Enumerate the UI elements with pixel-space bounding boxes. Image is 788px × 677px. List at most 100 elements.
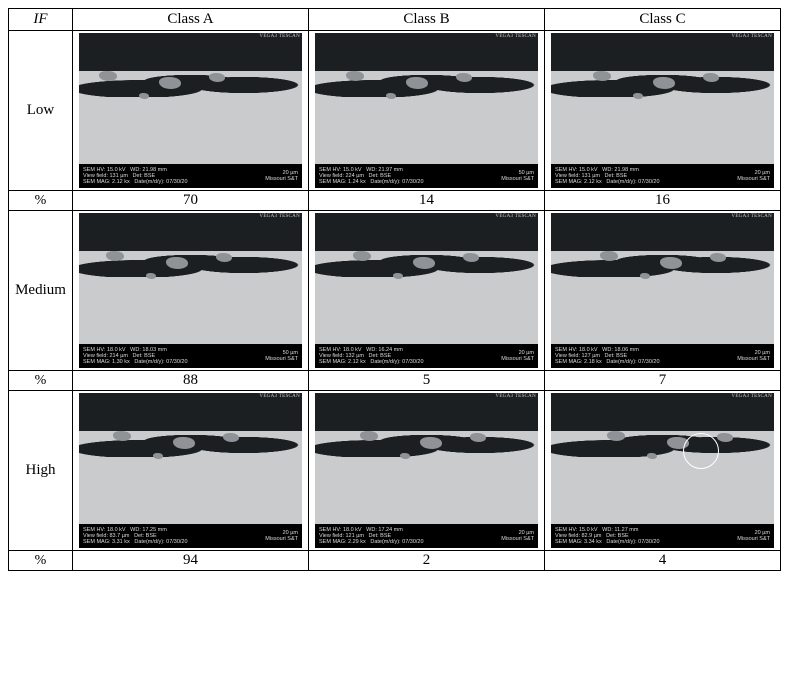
classification-table: IFClass AClass BClass CLowSEM HV: 15.0 k…	[8, 8, 781, 571]
infobar-right: 20 µm Missouri S&T	[265, 530, 298, 542]
annotation-circle-icon	[683, 433, 719, 469]
oxide-blob	[660, 257, 682, 269]
oxide-blob	[360, 431, 378, 441]
sem-wrap: partially removed internalscaleSEM HV: 1…	[309, 31, 544, 190]
pct-val-2-2: 4	[545, 551, 781, 571]
pct-val-1-2: 7	[545, 371, 781, 391]
infobar-right: 20 µm Missouri S&T	[265, 170, 298, 182]
oxide-blob	[146, 273, 156, 279]
img-cell-0-2: adherent residual subsurfaceSEM HV: 15.0…	[545, 31, 781, 191]
header-col-2: Class C	[545, 9, 781, 31]
infobar-left: SEM HV: 18.0 kV WD: 16.24 mm View field:…	[319, 347, 424, 365]
header-if: IF	[9, 9, 73, 31]
row-label-2: High	[9, 391, 73, 551]
oxide-blob	[106, 251, 124, 261]
oxide-blob	[139, 93, 149, 99]
oxide-blob	[470, 433, 486, 442]
oxide-blob	[173, 437, 195, 449]
header-row: IFClass AClass BClass C	[9, 9, 781, 31]
sem-brand: VEGA3 TESCAN	[259, 214, 300, 219]
oxide-blob	[600, 251, 618, 261]
pct-val-1-1: 5	[309, 371, 545, 391]
pct-val-2-0: 94	[73, 551, 309, 571]
infobar-right: 20 µm Missouri S&T	[737, 350, 770, 362]
oxide-blob	[463, 253, 479, 262]
sem-image: SEM HV: 18.0 kV WD: 17.25 mm View field:…	[79, 393, 302, 548]
sem-wrap: secondary oxide scaleSEM HV: 18.0 kV WD:…	[73, 391, 308, 550]
oxide-blob	[386, 93, 396, 99]
oxide-blob	[413, 257, 435, 269]
sem-brand: VEGA3 TESCAN	[259, 394, 300, 399]
img-cell-2-1: SEM HV: 18.0 kV WD: 17.24 mm View field:…	[309, 391, 545, 551]
oxide-blob	[593, 71, 611, 81]
pct-label-2: %	[9, 551, 73, 571]
sem-infobar: SEM HV: 18.0 kV WD: 16.24 mm View field:…	[315, 344, 538, 368]
pct-label-0: %	[9, 191, 73, 211]
infobar-left: SEM HV: 15.0 kV WD: 11.27 mm View field:…	[555, 527, 660, 545]
img-cell-1-1: SEM HV: 18.0 kV WD: 16.24 mm View field:…	[309, 211, 545, 371]
pct-row-2: %9424	[9, 551, 781, 571]
oxide-blob	[153, 453, 163, 459]
sem-image: SEM HV: 15.0 kV WD: 11.27 mm View field:…	[551, 393, 774, 548]
infobar-right: 20 µm Missouri S&T	[737, 170, 770, 182]
sem-wrap: adherent residual subsurfaceSEM HV: 15.0…	[545, 31, 780, 190]
infobar-left: SEM HV: 18.0 kV WD: 18.03 mm View field:…	[83, 347, 188, 365]
infobar-right: 50 µm Missouri S&T	[501, 170, 534, 182]
img-cell-2-0: secondary oxide scaleSEM HV: 18.0 kV WD:…	[73, 391, 309, 551]
pct-val-0-1: 14	[309, 191, 545, 211]
infobar-left: SEM HV: 18.0 kV WD: 17.25 mm View field:…	[83, 527, 188, 545]
pct-val-0-2: 16	[545, 191, 781, 211]
pct-val-0-0: 70	[73, 191, 309, 211]
oxide-blob	[113, 431, 131, 441]
header-col-0: Class A	[73, 9, 309, 31]
oxide-blob	[710, 253, 726, 262]
sem-image: SEM HV: 15.0 kV WD: 21.97 mm View field:…	[315, 33, 538, 188]
oxide-blob	[216, 253, 232, 262]
sem-infobar: SEM HV: 18.0 kV WD: 18.03 mm View field:…	[79, 344, 302, 368]
sem-brand: VEGA3 TESCAN	[259, 34, 300, 39]
sem-brand: VEGA3 TESCAN	[495, 214, 536, 219]
infobar-left: SEM HV: 18.0 kV WD: 17.24 mm View field:…	[319, 527, 424, 545]
row-label-0: Low	[9, 31, 73, 191]
oxide-blob	[640, 273, 650, 279]
img-cell-0-1: partially removed internalscaleSEM HV: 1…	[309, 31, 545, 191]
sem-image: SEM HV: 18.0 kV WD: 18.03 mm View field:…	[79, 213, 302, 368]
header-col-1: Class B	[309, 9, 545, 31]
sem-image: SEM HV: 18.0 kV WD: 16.24 mm View field:…	[315, 213, 538, 368]
oxide-blob	[400, 453, 410, 459]
pct-row-0: %701416	[9, 191, 781, 211]
oxide-blob	[393, 273, 403, 279]
oxide-blob	[353, 251, 371, 261]
infobar-left: SEM HV: 15.0 kV WD: 21.98 mm View field:…	[555, 167, 660, 185]
sem-infobar: SEM HV: 15.0 kV WD: 11.27 mm View field:…	[551, 524, 774, 548]
img-cell-1-0: SEM HV: 18.0 kV WD: 18.03 mm View field:…	[73, 211, 309, 371]
sem-substrate	[551, 431, 774, 524]
img-row-1: Medium SEM HV: 18.0 kV WD: 18.03 mm View …	[9, 211, 781, 371]
sem-infobar: SEM HV: 15.0 kV WD: 21.97 mm View field:…	[315, 164, 538, 188]
img-cell-2-2: removed oxide in metalentrapmentSEM HV: …	[545, 391, 781, 551]
infobar-right: 20 µm Missouri S&T	[501, 530, 534, 542]
sem-brand: VEGA3 TESCAN	[495, 34, 536, 39]
sem-image: SEM HV: 18.0 kV WD: 17.24 mm View field:…	[315, 393, 538, 548]
sem-brand: VEGA3 TESCAN	[495, 394, 536, 399]
row-label-1: Medium	[9, 211, 73, 371]
infobar-right: 50 µm Missouri S&T	[265, 350, 298, 362]
oxide-blob	[653, 77, 675, 89]
oxide-blob	[456, 73, 472, 82]
sem-brand: VEGA3 TESCAN	[731, 34, 772, 39]
oxide-blob	[159, 77, 181, 89]
infobar-left: SEM HV: 15.0 kV WD: 21.98 mm View field:…	[83, 167, 188, 185]
oxide-blob	[647, 453, 657, 459]
img-cell-0-0: SEM HV: 15.0 kV WD: 21.98 mm View field:…	[73, 31, 309, 191]
oxide-blob	[717, 433, 733, 442]
sem-wrap: SEM HV: 18.0 kV WD: 18.03 mm View field:…	[73, 211, 308, 370]
oxide-blob	[346, 71, 364, 81]
oxide-blob	[607, 431, 625, 441]
oxide-blob	[703, 73, 719, 82]
pct-label-1: %	[9, 371, 73, 391]
sem-image: SEM HV: 15.0 kV WD: 21.98 mm View field:…	[79, 33, 302, 188]
sem-wrap: SEM HV: 15.0 kV WD: 21.98 mm View field:…	[73, 31, 308, 190]
oxide-blob	[633, 93, 643, 99]
sem-wrap: removed oxide in metalentrapmentSEM HV: …	[545, 391, 780, 550]
oxide-blob	[166, 257, 188, 269]
